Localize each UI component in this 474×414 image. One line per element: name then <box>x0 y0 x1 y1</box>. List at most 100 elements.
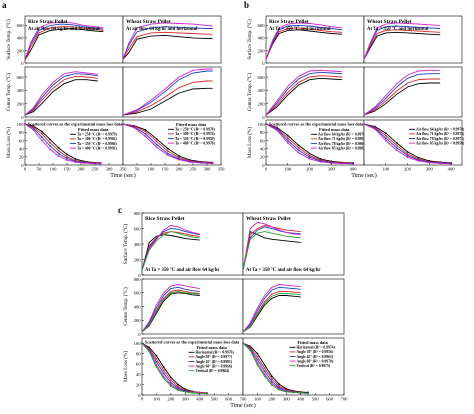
y-tick-label: 0 <box>262 61 265 66</box>
series-line-center-1 <box>242 290 301 333</box>
series-line-center-1 <box>363 78 441 116</box>
x-tick-label: 100 <box>382 167 390 172</box>
series-line-center-0 <box>242 295 301 333</box>
y-tick-label: 400 <box>17 36 25 41</box>
y-tick-label: 800 <box>134 211 142 216</box>
x-tick-label: 0 <box>24 167 27 172</box>
y-tick-label: 0 <box>21 61 24 66</box>
mass-annotation: Scattered curves as the experimental mas… <box>28 122 123 127</box>
panel-a: a Surface Temp. (°C) Center Temp. (°C) Mass… <box>2 0 225 179</box>
x-tick-label: 500 <box>312 397 320 402</box>
mass-point <box>263 373 266 376</box>
mass-point <box>74 161 77 164</box>
plot-frame <box>141 212 244 276</box>
mass-point <box>49 148 52 151</box>
mass-point <box>308 152 311 155</box>
y-axis-label: Center Temp. (°C) <box>246 73 253 112</box>
series-line-center-4 <box>242 292 301 333</box>
mass-point <box>297 149 300 152</box>
y-tick-label: 0 <box>138 393 141 398</box>
x-tick-label: 200 <box>78 167 86 172</box>
mass-point <box>417 160 420 162</box>
mass-point <box>178 155 180 157</box>
mass-point <box>32 128 35 131</box>
mass-point <box>177 389 179 392</box>
mass-point <box>211 162 214 165</box>
x-tick-label: 100 <box>254 397 262 402</box>
mass-point <box>40 133 43 135</box>
mass-point <box>177 383 179 386</box>
mass-point <box>206 392 208 395</box>
y-tick-label: 40 <box>260 146 265 151</box>
mass-point <box>275 129 278 132</box>
x-tick-label: 200 <box>268 397 276 402</box>
series-line-surface-2 <box>122 26 213 60</box>
mass-point <box>278 385 280 388</box>
y-tick-label: 60 <box>19 138 24 143</box>
mass-point <box>155 354 158 357</box>
mass-point <box>297 144 300 147</box>
y-tick-label: 100 <box>134 341 142 346</box>
panel-c: c Surface Temp. (°C) Center Temp. (°C) Mass… <box>118 205 348 409</box>
mass-point <box>428 161 431 164</box>
x-tick-label: 50 <box>37 167 42 172</box>
y-tick-label: 200 <box>17 48 25 53</box>
legend-entry: Ta = 300 °C (R² = 0.9974) <box>175 132 216 136</box>
y-tick-label: 200 <box>134 257 142 262</box>
series-line-center-0 <box>265 77 343 116</box>
y-tick-label: 20 <box>19 155 24 160</box>
mass-point <box>395 144 398 147</box>
column-subtitle: At Ta = 350 °C and air flow 64 kg/hr <box>246 268 321 273</box>
mass-point <box>189 161 192 164</box>
series-line-mass-1 <box>141 342 207 394</box>
mass-point <box>144 135 147 138</box>
mass-point <box>148 350 151 353</box>
y-tick-label: 0 <box>138 273 141 278</box>
column-title: Wheat Straw Pellet <box>126 19 171 25</box>
series-line-center-2 <box>363 73 441 116</box>
mass-point <box>144 133 147 135</box>
mass-point <box>256 364 259 366</box>
mass-point <box>263 364 266 366</box>
mass-point <box>74 157 77 160</box>
mass-point <box>49 138 52 141</box>
mass-point <box>270 380 273 383</box>
series-line-center-2 <box>24 73 98 116</box>
legend-entry: Vertical (R² = 0.9964) <box>196 369 230 373</box>
x-tick-label: 700 <box>341 397 349 402</box>
y-tick-label: 200 <box>258 101 266 106</box>
panel-b: b Surface Temp. (°C) Center Temp. (°C) Mass… <box>244 0 465 179</box>
x-axis-label: Time (sec) <box>351 172 377 179</box>
mass-point <box>162 372 165 375</box>
mass-point <box>341 162 344 165</box>
panel-label: c <box>118 205 122 215</box>
series-line-center-2 <box>141 286 200 333</box>
y-tick-label: 60 <box>260 138 265 143</box>
mass-point <box>286 137 289 139</box>
y-tick-label: 0 <box>21 115 24 120</box>
mass-point <box>270 384 273 387</box>
plot-frame <box>24 66 124 118</box>
y-tick-label: 60 <box>136 362 141 367</box>
mass-point <box>299 392 302 394</box>
x-tick-label: 250 <box>190 167 198 172</box>
series-line-surface-3 <box>24 21 104 61</box>
series-line-surface-3 <box>265 22 343 60</box>
mass-point <box>66 153 68 156</box>
mass-point <box>286 134 289 137</box>
y-tick-label: 100 <box>17 122 25 127</box>
legend-entry: Air flow 85 kg/hr (R² = 0.9959) <box>416 141 465 145</box>
mass-point <box>144 128 147 131</box>
series-line-mass-0 <box>24 123 101 164</box>
legend-entry: Angle 45° (R² = 0.9961) <box>297 355 334 359</box>
mass-annotation: Scattered curves as the experimental mas… <box>269 122 364 127</box>
plot-frame <box>363 66 463 118</box>
mass-point <box>184 390 187 393</box>
mass-point <box>406 156 409 159</box>
mass-point <box>384 139 387 142</box>
y-tick-label: 400 <box>134 242 142 247</box>
mass-point <box>270 378 273 380</box>
mass-point <box>155 366 158 368</box>
x-tick-label: 400 <box>196 397 204 402</box>
legend-entry: Angle 30° (R² = 0.9977) <box>196 355 233 359</box>
